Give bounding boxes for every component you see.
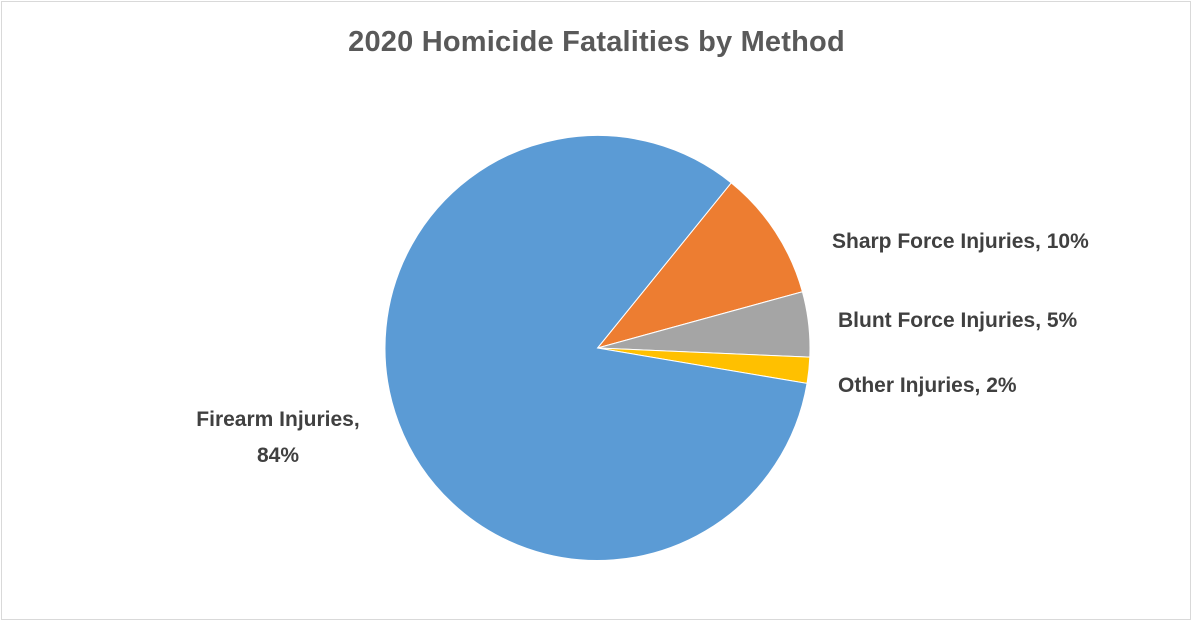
chart-title: 2020 Homicide Fatalities by Method [348,26,845,58]
data-label-firearm: Firearm Injuries, 84% [196,408,359,467]
data-label-sharp-force: Sharp Force Injuries, 10% [832,230,1089,253]
pie-labels: Firearm Injuries, 84% Sharp Force Injuries… [196,230,1089,467]
data-label-blunt-force: Blunt Force Injuries, 5% [838,309,1078,332]
pie-slice-firearm [384,135,808,561]
pie-slice-sharp-force [596,182,804,349]
data-label-other: Other Injuries, 2% [838,374,1017,397]
pie-slices [384,135,811,561]
